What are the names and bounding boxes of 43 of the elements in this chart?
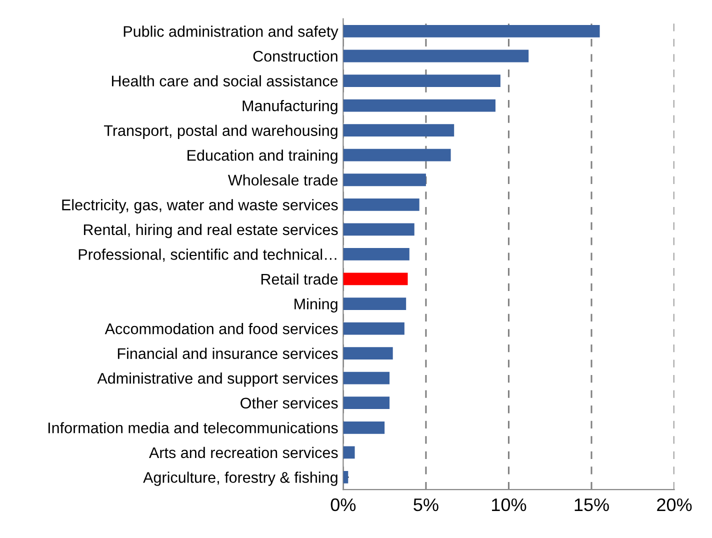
bar — [343, 148, 451, 162]
y-tick-label: Electricity, gas, water and waste services — [62, 199, 338, 214]
bar — [343, 421, 385, 434]
y-tick-label: Construction — [253, 50, 338, 62]
y-tick-label: Education and training — [188, 150, 338, 164]
bar — [343, 74, 500, 87]
y-tick-label: Administrative and support services — [97, 372, 338, 387]
bar — [343, 248, 410, 260]
y-tick-label: Accommodation and food services — [104, 323, 338, 334]
bar — [343, 25, 600, 38]
y-tick-label: Other services — [240, 397, 338, 409]
y-tick-label: Public administration and safety — [124, 26, 338, 40]
bar — [343, 347, 393, 360]
x-tick-label: 0% — [330, 498, 356, 512]
bar — [343, 272, 408, 286]
y-tick-label: Manufacturing — [242, 100, 338, 114]
y-tick-label: Health care and social assistance — [112, 75, 338, 86]
y-tick-label: Rental, hiring and real estate services — [84, 224, 338, 238]
bar — [343, 50, 529, 62]
bar — [343, 124, 454, 137]
y-tick-label: Retail trade — [261, 273, 338, 285]
bar — [343, 372, 390, 384]
x-tick-label: 20% — [657, 498, 692, 512]
x-tick-label: 10% — [492, 498, 526, 512]
y-tick-label: Professional, scientific and technical… — [78, 248, 336, 262]
bar — [343, 99, 496, 112]
y-tick-label: Agriculture, forestry & fishing — [143, 472, 338, 486]
y-tick-label: Arts and recreation services — [149, 446, 338, 458]
y-tick-label: Transport, postal and warehousing — [104, 124, 338, 140]
y-tick-label: Information media and telecommunications — [48, 422, 338, 434]
y-tick-label: Financial and insurance services — [118, 348, 338, 359]
bar — [343, 223, 414, 236]
bar — [343, 298, 406, 310]
x-tick-label: 15% — [574, 498, 609, 512]
bar — [343, 446, 355, 459]
bar — [343, 174, 426, 186]
y-tick-label: Wholesale trade — [228, 174, 338, 186]
bar — [343, 396, 390, 410]
bar — [343, 471, 348, 484]
bar — [343, 198, 420, 211]
x-tick-label: 5% — [414, 498, 438, 512]
y-tick-label: Mining — [294, 298, 338, 312]
bar — [343, 322, 404, 335]
